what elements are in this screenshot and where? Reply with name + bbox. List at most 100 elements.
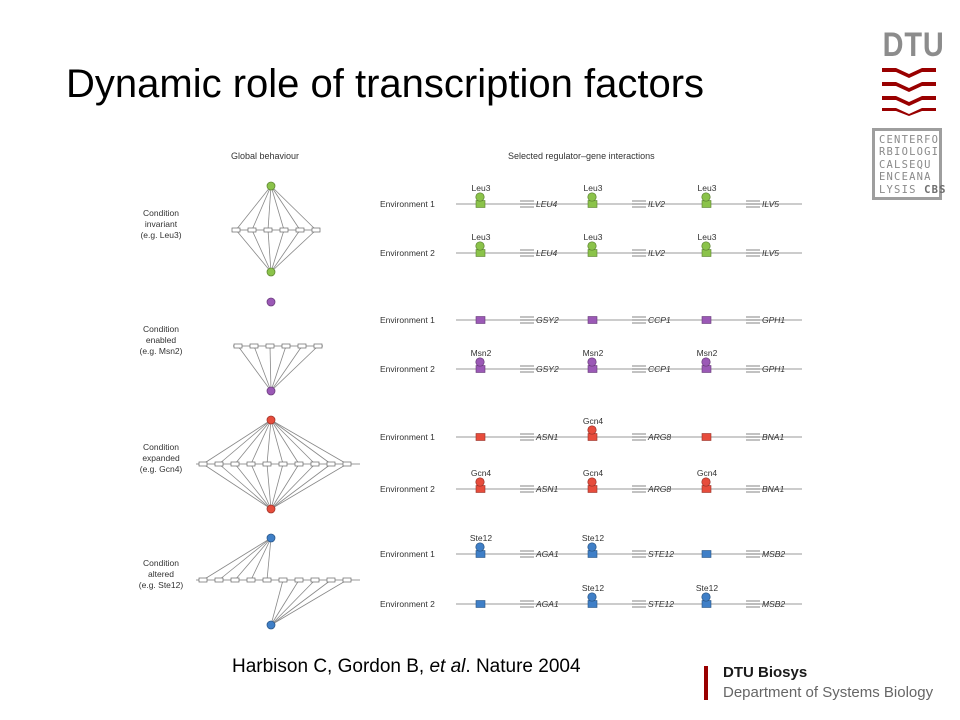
gene-node [297,343,307,349]
edge-line [270,463,284,510]
gene-label: ASN1 [535,484,558,494]
edge-line [235,185,272,231]
dtu-logo-text: DTU [882,26,945,64]
gene-label: BNA1 [762,484,784,494]
edge-line [270,345,319,392]
environment-label: Environment 2 [380,599,435,609]
regulator-bound-icon [587,241,597,251]
biosys-department: Department of Systems Biology [723,684,934,701]
gene-node [214,461,224,467]
edge-line [251,185,272,231]
condition-label: (e.g. Gcn4) [140,464,183,474]
tf-node-bottom [266,620,276,630]
edge-line [270,579,316,626]
gene-label: ARG8 [647,432,671,442]
gene-label: STE12 [648,599,674,609]
tf-node-top [266,181,276,191]
regulator-box [701,600,712,608]
regulator-box [587,249,598,257]
gene-node [295,227,305,233]
edge-line [250,537,272,581]
left-header: Global behaviour [231,151,299,161]
condition-label: altered [148,569,174,579]
edge-line [270,229,285,273]
tf-node-top [266,297,276,307]
environment-label: Environment 2 [380,364,435,374]
condition-label: (e.g. Msn2) [140,346,183,356]
gene-node [281,343,291,349]
edge-line [250,419,272,465]
edge-line [266,463,272,510]
gene-node [326,461,336,467]
regulator-label: Leu3 [698,183,717,193]
gene-node [313,343,323,349]
gene-node [198,577,208,583]
gene-node [246,577,256,583]
edge-line [266,537,272,581]
cbs-line: LYSIS CBS [879,183,946,196]
gene-label: ARG8 [647,484,671,494]
regulator-label: Msn2 [697,348,718,358]
regulator-label: Msn2 [471,348,492,358]
condition-label: expanded [142,453,180,463]
edge-line [270,185,317,231]
gene-node [310,461,320,467]
condition-label: enabled [146,335,177,345]
cbs-line-lysis: LYSIS [879,183,917,196]
condition-label: (e.g. Ste12) [139,580,184,590]
regulator-label: Gcn4 [471,468,492,478]
regulator-box [475,365,486,373]
edge-line [270,185,285,231]
edge-line [270,579,300,626]
gene-label: MSB2 [762,549,785,559]
gene-label: GPH1 [762,315,785,325]
regulator-bound-icon [587,542,597,552]
regulator-box [701,485,712,493]
edge-line [270,463,332,510]
regulator-box [475,550,486,558]
biosys-bar [704,666,708,700]
edge-line [202,537,272,581]
regulator-bound-icon [475,192,485,202]
tf-node-bottom [266,386,276,396]
gene-label: ILV2 [648,199,665,209]
gene-node [262,577,272,583]
edge-line [270,345,287,392]
regulator-label: Gcn4 [697,468,718,478]
edge-line [270,185,301,231]
gene-label: CCP1 [648,315,671,325]
gene-label: ILV5 [762,199,779,209]
gene-node [342,577,352,583]
regulator-bound-icon [701,357,711,367]
gene-node [230,461,240,467]
gene-node [294,577,304,583]
gene-node [214,577,224,583]
gene-label: STE12 [648,549,674,559]
edge-line [250,463,272,510]
regulator-box [701,316,712,324]
gene-node [265,343,275,349]
gene-node [246,461,256,467]
citation-authors: Harbison C, Gordon B, [232,656,430,677]
regulator-bound-icon [475,542,485,552]
edge-line [266,419,272,465]
regulator-box [475,200,486,208]
edge-line [270,229,317,273]
environment-label: Environment 2 [380,484,435,494]
regulator-bound-icon [701,241,711,251]
dtu-logo: DTU [878,26,945,118]
gene-label: BNA1 [762,432,784,442]
gene-node [278,461,288,467]
condition-label: Condition [143,558,179,568]
regulator-label: Leu3 [584,183,603,193]
environment-label: Environment 1 [380,549,435,559]
gene-node [233,343,243,349]
edge-line [270,419,348,465]
gene-node [279,227,289,233]
edge-line [269,345,272,392]
gene-node [263,227,273,233]
edge-line [270,463,316,510]
regulator-box [475,433,486,441]
environment-label: Environment 2 [380,248,435,258]
regulator-label: Gcn4 [583,416,604,426]
